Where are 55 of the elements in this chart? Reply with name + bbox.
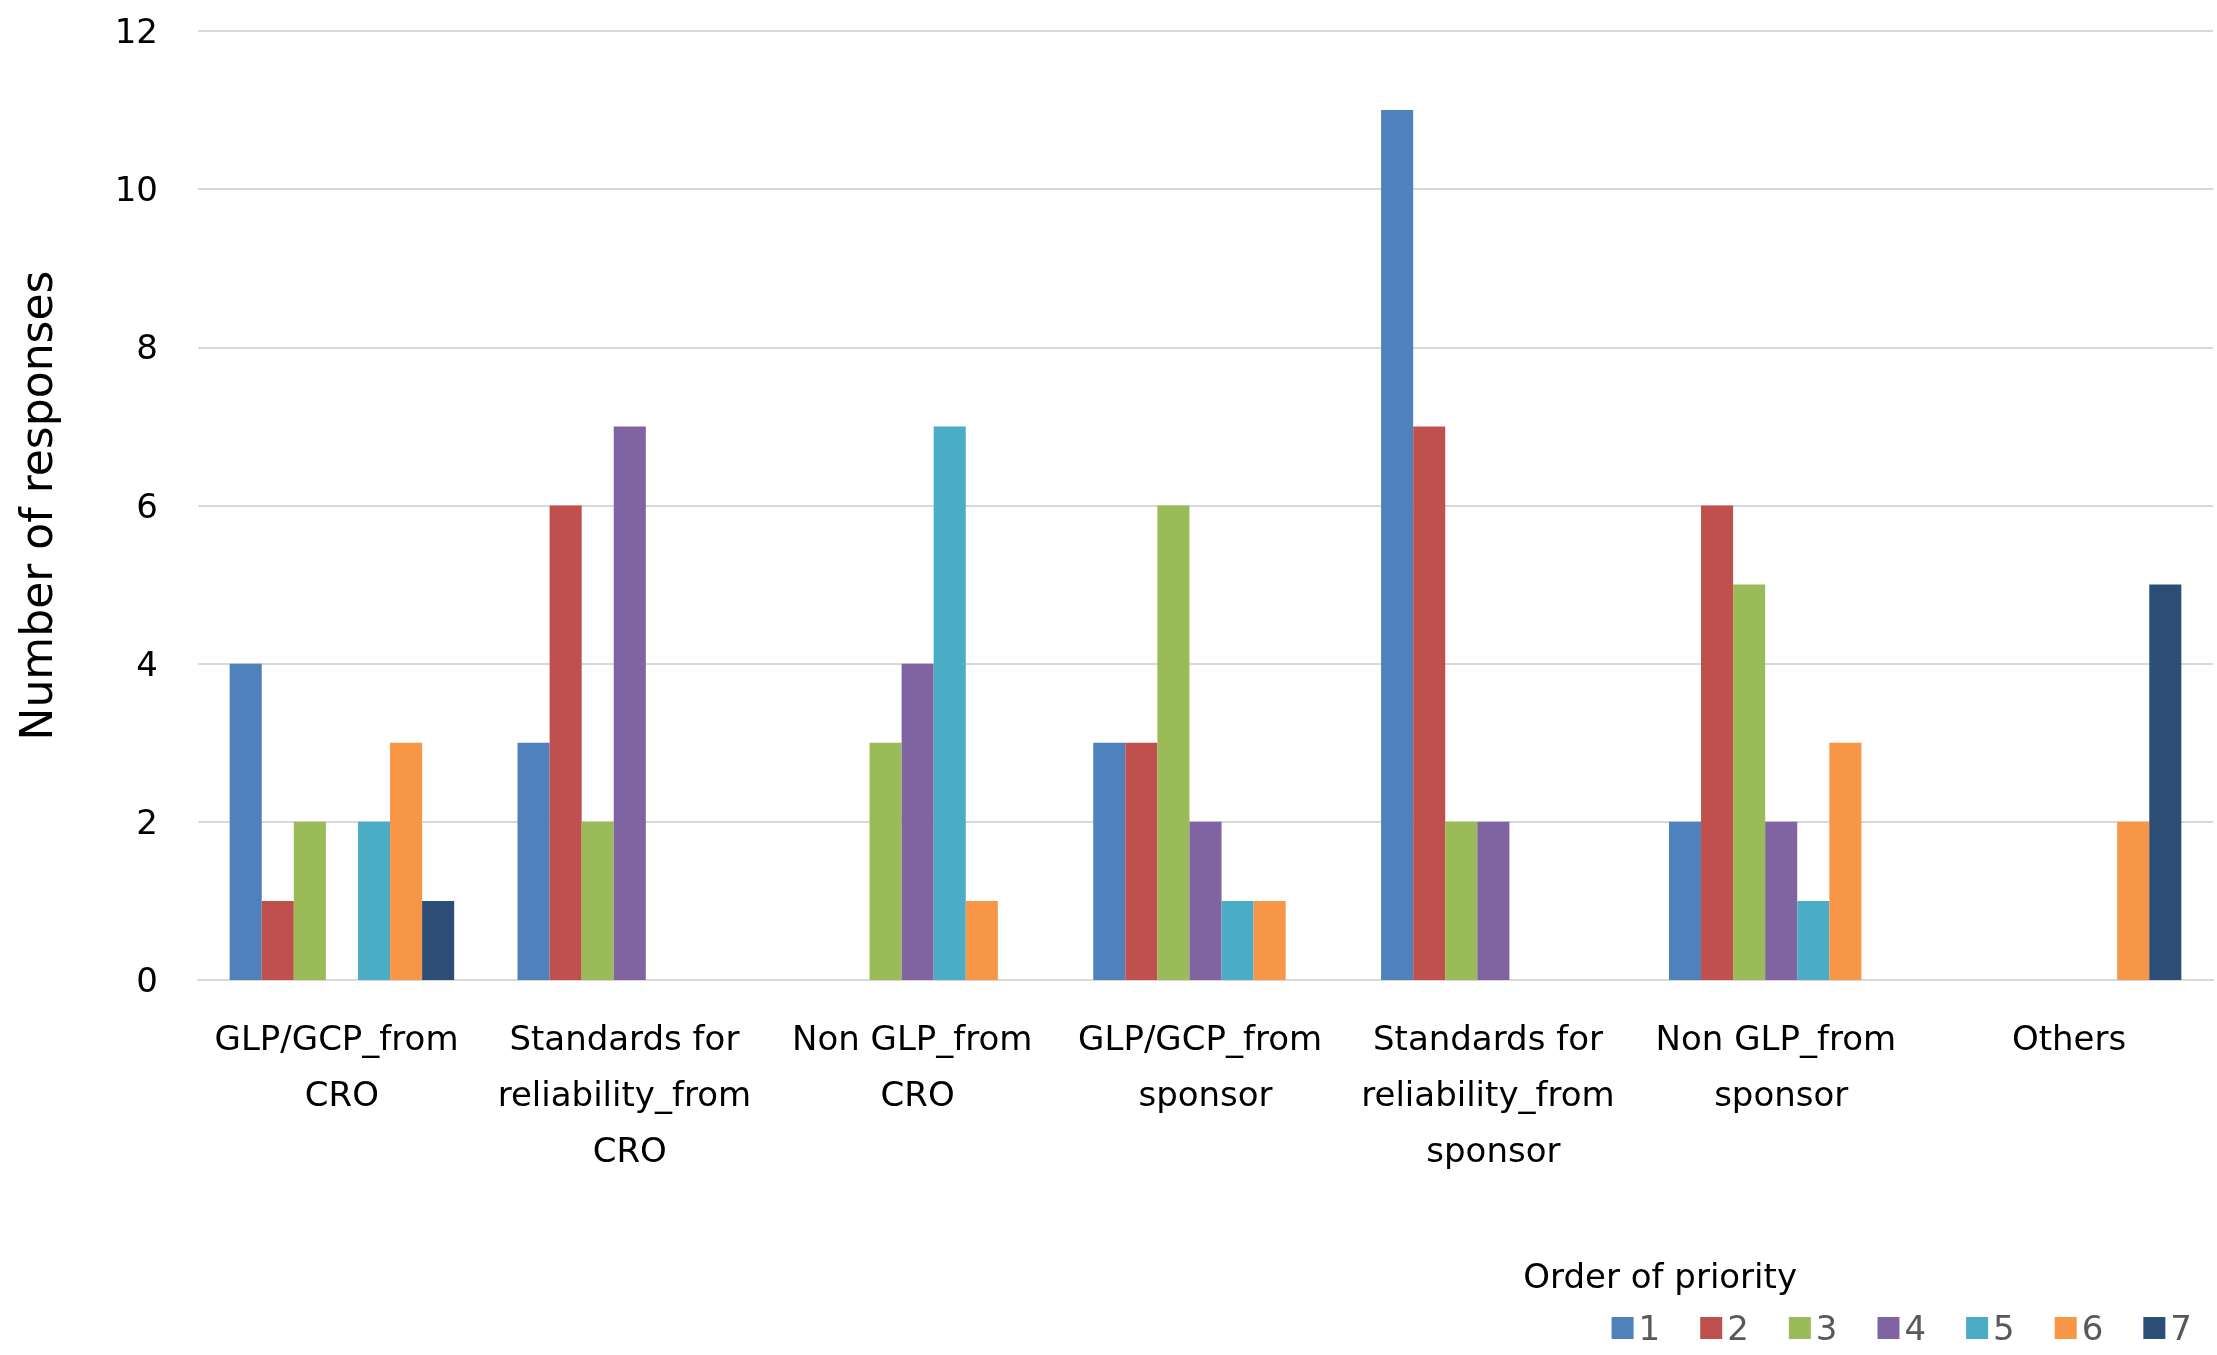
bar	[869, 742, 902, 980]
bar	[1189, 821, 1222, 980]
bar	[1477, 821, 1510, 980]
bar	[613, 426, 646, 980]
bar	[261, 900, 294, 980]
legend-label: 6	[2081, 1308, 2104, 1348]
bar	[229, 663, 262, 980]
bar	[1668, 821, 1702, 980]
bar	[549, 505, 582, 980]
x-tick-label: Non GLP_from CRO	[791, 1018, 1044, 1114]
bar	[1765, 821, 1798, 980]
y-tick-label: 4	[136, 643, 158, 684]
x-tick-label: Standards for reliability_from sponsor	[1361, 1018, 1626, 1170]
y-tick-label: 10	[114, 169, 158, 210]
bar	[1381, 110, 1414, 980]
bar	[1157, 505, 1190, 980]
x-tick-label: Standards for reliability_from CRO	[497, 1018, 762, 1170]
bar	[2117, 821, 2150, 980]
bar	[357, 821, 391, 980]
bar	[1829, 742, 1862, 980]
x-tick-label: Others	[2011, 1018, 2127, 1058]
bar	[1125, 742, 1158, 980]
bar	[517, 742, 550, 980]
bar	[1221, 900, 1254, 980]
x-tick-label: GLP/GCP_from sponsor	[1078, 1018, 1333, 1114]
bar	[390, 742, 423, 980]
bar	[293, 821, 326, 980]
y-axis-title: Number of responses	[10, 270, 62, 741]
bar	[1253, 900, 1286, 980]
bar	[1445, 821, 1478, 980]
bar	[965, 900, 998, 980]
bar	[1093, 742, 1126, 980]
legend-label: 5	[1993, 1308, 2015, 1348]
bar	[422, 900, 455, 980]
x-tick-label: Non GLP_from sponsor	[1655, 1018, 1907, 1114]
legend-label: 2	[1727, 1308, 1749, 1348]
y-tick-label: 2	[136, 801, 158, 842]
legend-label: 3	[1815, 1308, 1838, 1348]
bar	[1797, 900, 1830, 980]
x-tick-label: GLP/GCP_from CRO	[214, 1018, 470, 1114]
y-tick-label: 12	[114, 11, 158, 51]
bar	[2149, 584, 2182, 980]
bar	[1733, 584, 1766, 980]
legend-label: 7	[2170, 1308, 2193, 1348]
bar	[901, 663, 934, 980]
y-tick-label: 8	[136, 327, 158, 368]
legend-label: 4	[1904, 1308, 1927, 1348]
y-tick-label: 0	[136, 960, 158, 1000]
legend-title: Order of priority	[1523, 1256, 1798, 1296]
bar	[1413, 426, 1446, 980]
legend-label: 1	[1638, 1308, 1661, 1348]
bar	[933, 426, 966, 980]
bar	[1701, 505, 1734, 980]
y-tick-label: 6	[136, 485, 158, 526]
bar	[581, 821, 614, 980]
